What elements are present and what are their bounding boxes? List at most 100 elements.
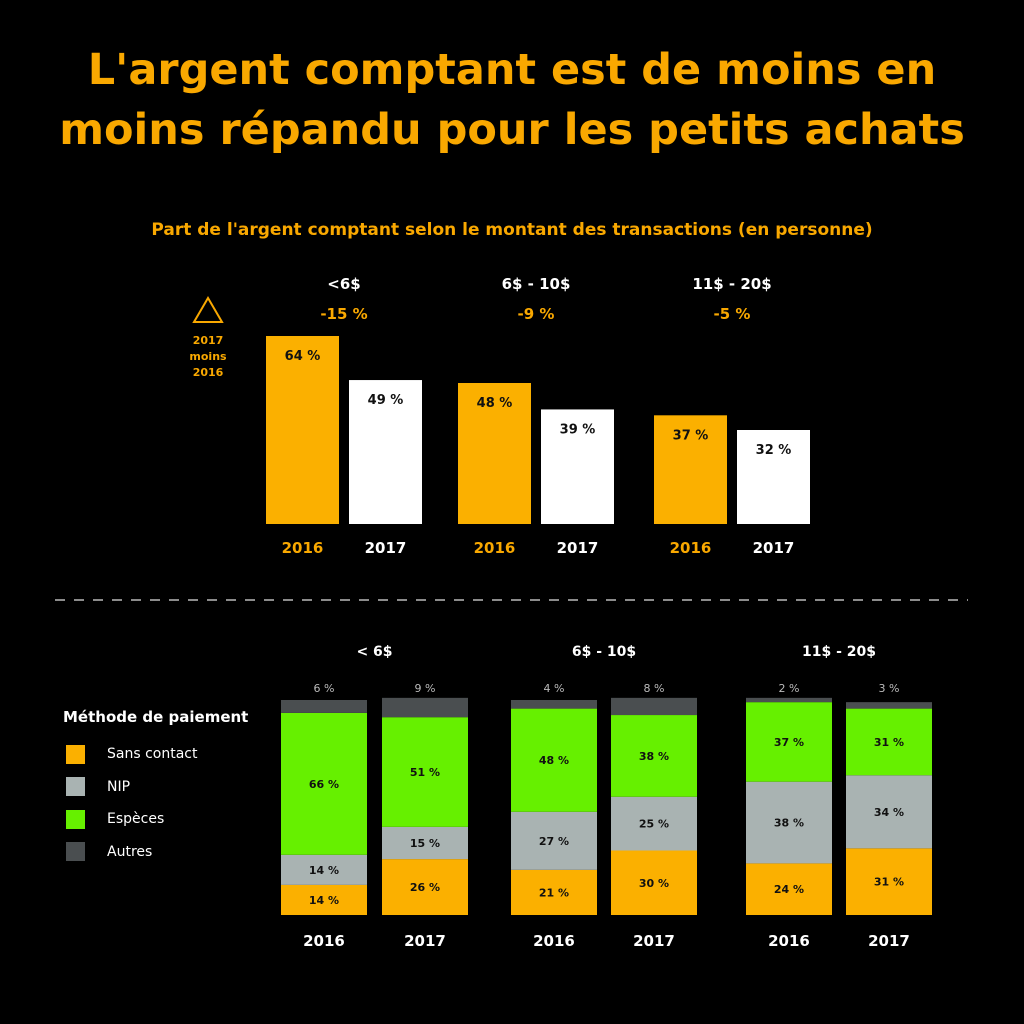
year-label: 2017 xyxy=(557,539,599,557)
bar-value-label: 37 % xyxy=(673,428,709,443)
bar-value-label: 49 % xyxy=(368,393,404,408)
segment-value-label: 14 % xyxy=(309,864,339,877)
bar-value-label: 39 % xyxy=(560,422,596,437)
segment-value-label: 25 % xyxy=(639,818,669,831)
segment-value-label: 66 % xyxy=(309,778,339,791)
delta-legend-text: 2016 xyxy=(193,366,224,379)
legend: Méthode de paiement Sans contact NIP Esp… xyxy=(63,708,248,868)
stack-segment-espèces xyxy=(511,708,597,812)
stack-segment-sans-contact xyxy=(382,859,468,915)
stack-segment-sans-contact xyxy=(746,863,832,915)
segment-value-label: 3 % xyxy=(879,682,900,695)
delta-label: -5 % xyxy=(714,305,751,323)
segment-value-label: 38 % xyxy=(774,817,804,830)
category-label: < 6$ xyxy=(356,644,392,660)
legend-label: Sans contact xyxy=(107,746,198,763)
bar-value-label: 64 % xyxy=(285,349,321,364)
year-label: 2016 xyxy=(768,932,810,950)
stack-segment-espèces xyxy=(611,715,697,797)
stack-segment-autres xyxy=(746,697,832,703)
segment-value-label: 15 % xyxy=(410,837,440,850)
legend-label: Espèces xyxy=(107,811,165,828)
delta-label: -15 % xyxy=(320,305,367,323)
stack-segment-autres xyxy=(281,700,367,713)
segment-value-label: 38 % xyxy=(639,750,669,763)
segment-value-label: 14 % xyxy=(309,894,339,907)
legend-swatch xyxy=(66,842,85,862)
stack-segment-nip xyxy=(846,775,932,849)
year-label: 2017 xyxy=(868,932,910,950)
stack-segment-espèces xyxy=(281,712,367,855)
year-label: 2017 xyxy=(365,539,407,557)
stack-segment-sans-contact xyxy=(611,850,697,915)
stack-segment-autres xyxy=(382,697,468,718)
segment-value-label: 9 % xyxy=(415,682,436,695)
stack-segment-sans-contact xyxy=(846,848,932,915)
legend-item-especes: Espèces xyxy=(63,803,248,836)
bar-2016 xyxy=(458,383,531,524)
delta-legend-text: 2017 xyxy=(193,334,224,347)
year-label: 2016 xyxy=(533,932,575,950)
stack-segment-nip xyxy=(281,854,367,885)
stack-segment-nip xyxy=(611,796,697,851)
year-label: 2017 xyxy=(753,539,795,557)
stack-segment-espèces xyxy=(846,708,932,776)
legend-item-sans-contact: Sans contact xyxy=(63,738,248,771)
segment-value-label: 51 % xyxy=(410,766,440,779)
stack-segment-autres xyxy=(511,700,597,709)
year-label: 2016 xyxy=(670,539,712,557)
bar-value-label: 32 % xyxy=(756,443,792,458)
segment-value-label: 21 % xyxy=(539,886,569,899)
segment-value-label: 6 % xyxy=(314,682,335,695)
delta-legend-text: moins xyxy=(189,350,227,363)
stack-segment-nip xyxy=(746,781,832,864)
stack-segment-nip xyxy=(511,811,597,870)
legend-label: NIP xyxy=(107,778,131,795)
bar-2017 xyxy=(541,409,614,524)
bar-2016 xyxy=(266,336,339,524)
year-label: 2017 xyxy=(633,932,675,950)
bar-2017 xyxy=(737,430,810,524)
legend-swatch xyxy=(66,777,85,797)
year-label: 2016 xyxy=(474,539,516,557)
segment-value-label: 34 % xyxy=(874,806,904,819)
segment-value-label: 26 % xyxy=(410,881,440,894)
year-label: 2017 xyxy=(404,932,446,950)
chart-subtitle: Part de l'argent comptant selon le monta… xyxy=(151,220,873,240)
segment-value-label: 24 % xyxy=(774,883,804,896)
segment-value-label: 48 % xyxy=(539,754,569,767)
segment-value-label: 37 % xyxy=(774,736,804,749)
legend-swatch xyxy=(66,809,85,829)
segment-value-label: 4 % xyxy=(544,682,565,695)
stack-segment-sans-contact xyxy=(511,869,597,915)
segment-value-label: 31 % xyxy=(874,736,904,749)
stack-segment-nip xyxy=(382,826,468,860)
segment-value-label: 31 % xyxy=(874,876,904,889)
title-line-1: L'argent comptant est de moins en xyxy=(87,45,937,95)
bar-2016 xyxy=(654,415,727,524)
title-line-2: moins répandu pour les petits achats xyxy=(59,105,965,155)
legend-item-nip: NIP xyxy=(63,771,248,804)
segment-value-label: 30 % xyxy=(639,877,669,890)
page-title: L'argent comptant est de moins en moins … xyxy=(0,40,1024,160)
delta-label: -9 % xyxy=(518,305,555,323)
year-label: 2016 xyxy=(303,932,345,950)
legend-item-autres: Autres xyxy=(63,836,248,869)
legend-swatch xyxy=(66,744,85,764)
bar-value-label: 48 % xyxy=(477,396,513,411)
category-label: 11$ - 20$ xyxy=(692,275,771,293)
segment-value-label: 27 % xyxy=(539,835,569,848)
segment-value-label: 8 % xyxy=(644,682,665,695)
legend-title: Méthode de paiement xyxy=(63,708,249,726)
segment-value-label: 2 % xyxy=(779,682,800,695)
stack-segment-espèces xyxy=(382,717,468,827)
category-label: <6$ xyxy=(327,275,360,293)
legend-label: Autres xyxy=(107,843,153,860)
stack-segment-sans-contact xyxy=(281,884,367,915)
bar-2017 xyxy=(349,380,422,524)
stack-segment-autres xyxy=(846,702,932,709)
stack-segment-espèces xyxy=(746,702,832,782)
stack-segment-autres xyxy=(611,697,697,716)
triangle-icon xyxy=(192,296,224,323)
